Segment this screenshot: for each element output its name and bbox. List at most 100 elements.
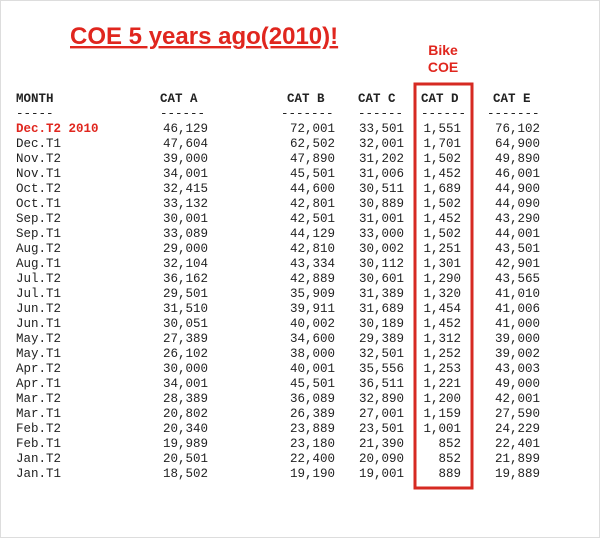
value-cell: 1,452: [423, 167, 461, 181]
value-cell: 21,390: [359, 437, 404, 451]
value-cell: 45,501: [290, 167, 335, 181]
value-cell: 34,001: [163, 167, 208, 181]
month-cell: Sep.T2: [16, 212, 61, 226]
value-cell: 64,900: [495, 137, 540, 151]
month-cell: Mar.T2: [16, 392, 61, 406]
value-cell: 43,290: [495, 212, 540, 226]
value-cell: 47,890: [290, 152, 335, 166]
month-cell: Nov.T1: [16, 167, 61, 181]
value-cell: 31,689: [359, 302, 404, 316]
value-cell: 40,001: [290, 362, 335, 376]
value-cell: 39,002: [495, 347, 540, 361]
value-cell: 28,389: [163, 392, 208, 406]
value-cell: 44,090: [495, 197, 540, 211]
month-cell: Apr.T1: [16, 377, 61, 391]
value-cell: 43,003: [495, 362, 540, 376]
value-cell: 30,002: [359, 242, 404, 256]
value-cell: 1,159: [423, 407, 461, 421]
value-cell: 29,389: [359, 332, 404, 346]
value-cell: 23,180: [290, 437, 335, 451]
value-cell: 852: [438, 437, 461, 451]
month-cell: Jul.T2: [16, 272, 61, 286]
value-cell: 44,129: [290, 227, 335, 241]
value-cell: 30,051: [163, 317, 208, 331]
value-cell: 32,001: [359, 137, 404, 151]
value-cell: 30,000: [163, 362, 208, 376]
separator: -------: [281, 107, 334, 121]
value-cell: 46,001: [495, 167, 540, 181]
column-header: CAT A: [160, 92, 198, 106]
column-header: CAT C: [358, 92, 396, 106]
value-cell: 44,900: [495, 182, 540, 196]
value-cell: 76,102: [495, 122, 540, 136]
month-cell: Oct.T1: [16, 197, 61, 211]
month-cell: May.T1: [16, 347, 61, 361]
value-cell: 24,229: [495, 422, 540, 436]
value-cell: 30,189: [359, 317, 404, 331]
value-cell: 22,401: [495, 437, 540, 451]
value-cell: 46,129: [163, 122, 208, 136]
month-cell: Jun.T1: [16, 317, 61, 331]
month-cell: Nov.T2: [16, 152, 61, 166]
value-cell: 1,301: [423, 257, 461, 271]
value-cell: 43,334: [290, 257, 335, 271]
value-cell: 31,202: [359, 152, 404, 166]
column-header: MONTH: [16, 92, 54, 106]
value-cell: 1,502: [423, 197, 461, 211]
value-cell: 1,502: [423, 152, 461, 166]
value-cell: 1,452: [423, 212, 461, 226]
value-cell: 45,501: [290, 377, 335, 391]
value-cell: 32,415: [163, 182, 208, 196]
value-cell: 49,890: [495, 152, 540, 166]
value-cell: 30,889: [359, 197, 404, 211]
separator: ------: [421, 107, 466, 121]
value-cell: 41,000: [495, 317, 540, 331]
value-cell: 1,200: [423, 392, 461, 406]
month-cell: Aug.T1: [16, 257, 61, 271]
value-cell: 35,556: [359, 362, 404, 376]
value-cell: 49,000: [495, 377, 540, 391]
value-cell: 18,502: [163, 467, 208, 481]
value-cell: 21,899: [495, 452, 540, 466]
value-cell: 39,911: [290, 302, 335, 316]
value-cell: 1,452: [423, 317, 461, 331]
table: MONTH CAT A CAT B CAT C CAT D CAT E----- -----…: [16, 92, 540, 481]
month-cell: Jan.T1: [16, 467, 61, 481]
value-cell: 42,501: [290, 212, 335, 226]
value-cell: 22,400: [290, 452, 335, 466]
month-cell: Aug.T2: [16, 242, 61, 256]
value-cell: 33,132: [163, 197, 208, 211]
value-cell: 43,501: [495, 242, 540, 256]
value-cell: 23,501: [359, 422, 404, 436]
value-cell: 852: [438, 452, 461, 466]
value-cell: 27,590: [495, 407, 540, 421]
value-cell: 1,701: [423, 137, 461, 151]
value-cell: 36,162: [163, 272, 208, 286]
value-cell: 31,510: [163, 302, 208, 316]
value-cell: 1,251: [423, 242, 461, 256]
value-cell: 30,511: [359, 182, 404, 196]
value-cell: 1,290: [423, 272, 461, 286]
value-cell: 44,001: [495, 227, 540, 241]
value-cell: 42,810: [290, 242, 335, 256]
value-cell: 19,889: [495, 467, 540, 481]
value-cell: 40,002: [290, 317, 335, 331]
value-cell: 32,104: [163, 257, 208, 271]
column-header: CAT D: [421, 92, 459, 106]
value-cell: 62,502: [290, 137, 335, 151]
value-cell: 1,454: [423, 302, 461, 316]
value-cell: 42,901: [495, 257, 540, 271]
value-cell: 1,312: [423, 332, 461, 346]
value-cell: 19,989: [163, 437, 208, 451]
value-cell: 1,551: [423, 122, 461, 136]
value-cell: 39,000: [495, 332, 540, 346]
month-cell: Jan.T2: [16, 452, 61, 466]
value-cell: 1,689: [423, 182, 461, 196]
value-cell: 39,000: [163, 152, 208, 166]
value-cell: 1,502: [423, 227, 461, 241]
annotation-line: COE: [428, 59, 458, 75]
value-cell: 26,389: [290, 407, 335, 421]
value-cell: 31,006: [359, 167, 404, 181]
